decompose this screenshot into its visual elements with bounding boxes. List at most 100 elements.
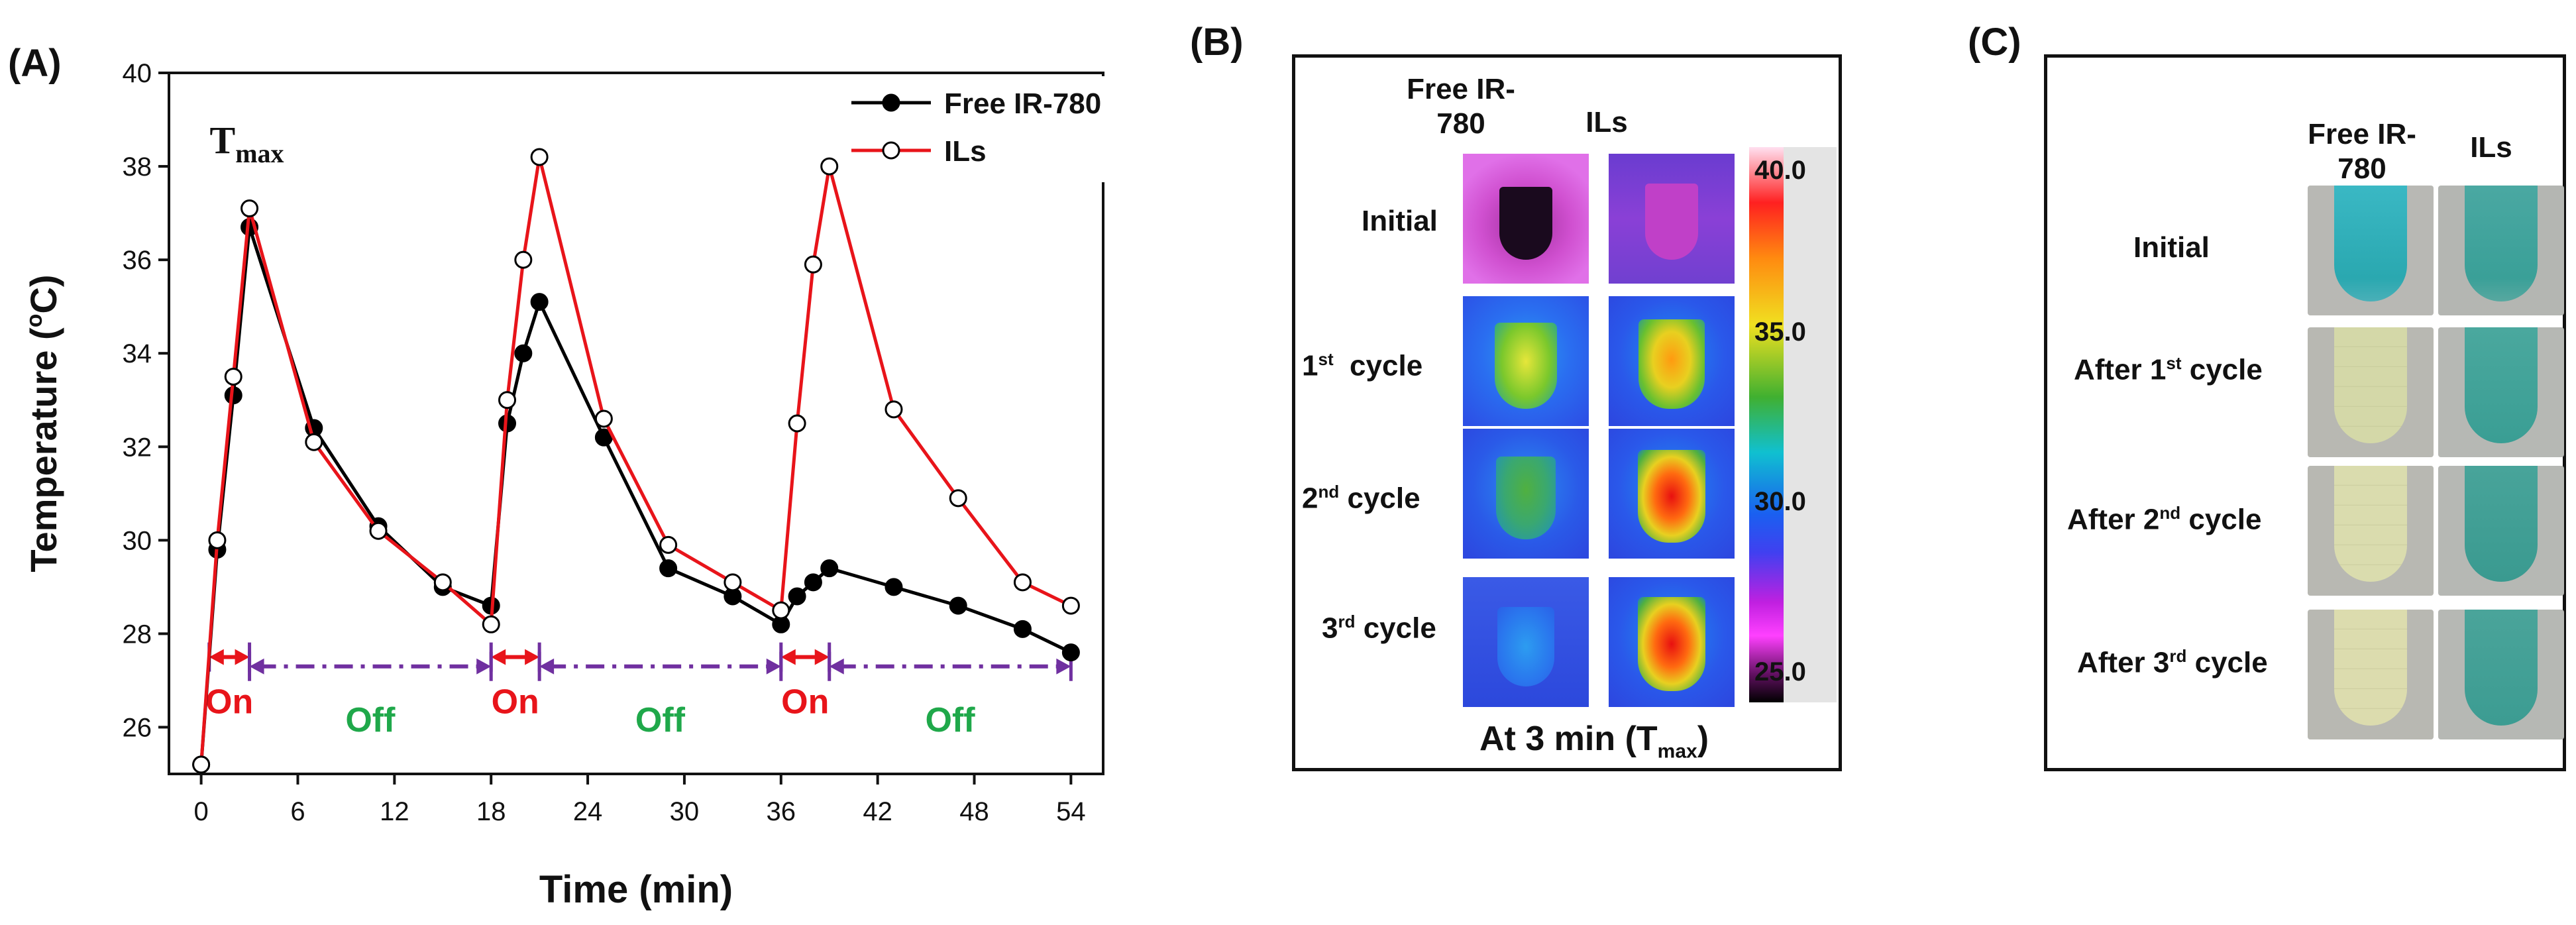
thermal-ils-cycle3 xyxy=(1609,577,1735,707)
x-tick-label: 18 xyxy=(476,797,506,826)
col-head-ils: ILs xyxy=(1585,106,1628,138)
y-tick-label: 36 xyxy=(123,246,152,275)
arrow-head-left xyxy=(539,658,555,675)
on-label: On xyxy=(492,683,539,722)
arrow-head-right xyxy=(476,658,492,675)
colorbar-label-bg xyxy=(1784,147,1837,702)
arrow-head-right xyxy=(766,658,781,675)
arrow-head-left xyxy=(209,649,224,665)
data-point xyxy=(530,148,549,166)
arrow-head-right xyxy=(235,649,250,665)
legend-marker xyxy=(882,141,900,160)
on-interval: On xyxy=(489,642,541,722)
data-point xyxy=(514,250,533,269)
colorbar-label-25: 25.0 xyxy=(1754,657,1806,686)
data-point xyxy=(820,559,839,578)
x-tick-label: 48 xyxy=(959,797,989,826)
chart-series xyxy=(192,148,1080,774)
y-axis-label: Temperature (oC) xyxy=(22,274,64,572)
y-tick-label: 38 xyxy=(123,152,152,182)
off-interval: Off xyxy=(828,651,1073,739)
data-point xyxy=(433,573,452,592)
off-interval: Off xyxy=(537,651,783,739)
arrow-head-right xyxy=(814,649,830,665)
thermal-image-panel: Free IR-780 ILs Initial 1st cycle 2nd cy… xyxy=(1292,54,1842,771)
off-interval: Off xyxy=(248,651,493,739)
y-tick-label: 30 xyxy=(123,526,152,555)
data-point xyxy=(724,573,742,592)
thermal-free-cycle2 xyxy=(1463,429,1589,559)
x-tick-label: 0 xyxy=(193,797,208,826)
panel-b-caption: At 3 min (Tmax) xyxy=(1479,720,1709,763)
series-line xyxy=(199,156,1072,765)
chart-axes: 0 6 12 18 24 30 36 42 48 54 26 28 30 32 34 36 38 40 xyxy=(123,59,1106,826)
y-tick-label: 28 xyxy=(123,620,152,649)
x-tick-label: 36 xyxy=(767,797,796,826)
data-point xyxy=(804,255,822,274)
data-point xyxy=(820,157,839,176)
off-label: Off xyxy=(926,701,976,739)
panel-label-a: (A) xyxy=(8,42,62,85)
y-tick-label: 32 xyxy=(123,433,152,462)
temperature-colorbar xyxy=(1749,147,1784,702)
data-point xyxy=(659,535,678,554)
data-point xyxy=(498,391,517,409)
vial-free-cycle3 xyxy=(2308,610,2434,739)
data-point xyxy=(224,367,242,386)
series-free-ir780 xyxy=(192,218,1080,774)
x-tick-label: 12 xyxy=(380,797,409,826)
row-label-cycle3: 3rd cycle xyxy=(1322,612,1436,645)
data-point xyxy=(949,596,967,615)
on-label: On xyxy=(205,683,253,722)
row-label-c-cycle2: After 2nd cycle xyxy=(2067,503,2262,536)
thermal-ils-cycle2 xyxy=(1609,429,1735,559)
vial-ils-cycle1 xyxy=(2438,327,2564,457)
x-tick-label: 24 xyxy=(573,797,603,826)
arrow-head-left xyxy=(491,649,506,665)
x-tick-label: 6 xyxy=(290,797,305,826)
x-tick-label: 30 xyxy=(670,797,700,826)
thermal-free-initial xyxy=(1463,154,1589,284)
legend-entry: Free IR-780 xyxy=(851,87,1101,120)
on-interval: On xyxy=(779,642,832,722)
row-label-initial: Initial xyxy=(1362,205,1438,237)
data-point xyxy=(482,615,500,633)
data-point xyxy=(788,414,806,433)
thermal-ils-cycle1 xyxy=(1609,296,1735,426)
legend-entry: ILs xyxy=(851,135,987,168)
data-point xyxy=(514,344,533,362)
row-label-c-initial: Initial xyxy=(2133,231,2210,264)
x-tick-label: 42 xyxy=(863,797,892,826)
row-label-cycle1: 1st cycle xyxy=(1302,349,1423,382)
y-tick-label: 26 xyxy=(123,713,152,742)
temperature-chart: 0 6 12 18 24 30 36 42 48 54 26 28 30 32 34 36 38 40 On Off… xyxy=(22,59,1106,911)
on-label: On xyxy=(781,683,829,722)
data-point xyxy=(241,199,259,218)
vial-free-initial xyxy=(2308,186,2434,315)
chart-legend: Free IR-780 ILs xyxy=(851,87,1101,168)
arrow-head-left xyxy=(249,658,264,675)
vial-ils-cycle2 xyxy=(2438,466,2564,596)
off-label: Off xyxy=(635,701,686,739)
data-point xyxy=(1013,620,1032,638)
col-head-ils-c: ILs xyxy=(2470,131,2512,164)
legend-label: ILs xyxy=(944,135,987,168)
arrow-head-left xyxy=(780,649,796,665)
data-point xyxy=(788,587,806,606)
vial-ils-initial xyxy=(2438,186,2564,315)
col-head-free-ir780: Free IR-780 xyxy=(1407,73,1515,140)
row-label-cycle2: 2nd cycle xyxy=(1302,482,1421,515)
colorbar-label-40: 40.0 xyxy=(1754,156,1806,185)
vial-free-cycle1 xyxy=(2308,327,2434,457)
thermal-ils-initial xyxy=(1609,154,1735,284)
legend-marker xyxy=(882,93,900,112)
colorbar-label-35: 35.0 xyxy=(1754,317,1806,347)
data-point xyxy=(369,521,388,540)
vial-ils-cycle3 xyxy=(2438,610,2564,739)
off-label: Off xyxy=(345,701,396,739)
data-point xyxy=(885,578,903,596)
thermal-free-cycle1 xyxy=(1463,296,1589,426)
tmax-annotation: Tmax xyxy=(210,119,284,168)
y-tick-label: 40 xyxy=(123,59,152,88)
data-point xyxy=(1061,643,1080,662)
